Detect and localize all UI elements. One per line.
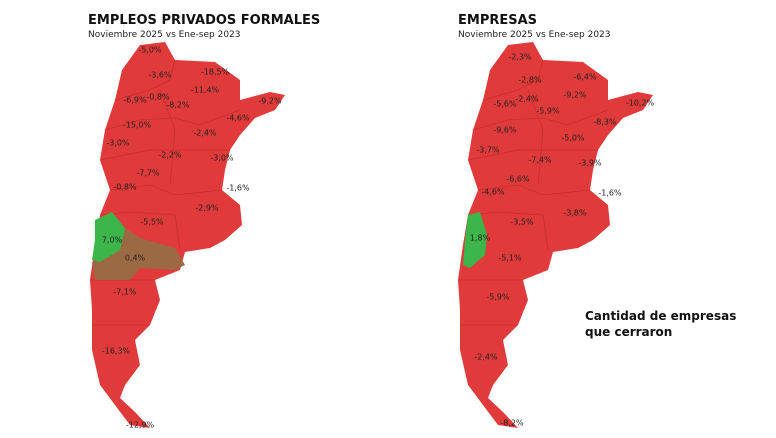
region-label: -4,6%: [226, 114, 250, 123]
region-label: -1,6%: [226, 184, 250, 193]
region-label: -3,6%: [148, 71, 172, 80]
region-label: -0,8%: [146, 93, 170, 102]
left-title: EMPLEOS PRIVADOS FORMALES: [88, 13, 320, 28]
region-label: -18,5%: [201, 68, 230, 77]
right-title: EMPRESAS: [458, 13, 537, 28]
note: que cerraron: [585, 325, 672, 339]
region-label: -2,3%: [508, 53, 532, 62]
region-label: -7,7%: [136, 169, 160, 178]
region-label: -1,6%: [598, 189, 622, 198]
region-label: -2,2%: [158, 151, 182, 160]
region-label: -3,0%: [106, 139, 130, 148]
region-label: -9,2%: [563, 91, 587, 100]
region-label: -5,0%: [561, 134, 585, 143]
region-label: -0,8%: [113, 183, 137, 192]
right-subtitle: Noviembre 2025 vs Ene-sep 2023: [458, 30, 611, 40]
region-label: -2,9%: [195, 204, 219, 213]
region-label: -16,3%: [102, 347, 131, 356]
region-label: -5,9%: [486, 293, 510, 302]
region-label: -8,3%: [593, 118, 617, 127]
region-label: -11,4%: [191, 86, 220, 95]
region-label: -8,2%: [500, 419, 524, 428]
region-label: -5,5%: [140, 218, 164, 227]
region-label: 0,4%: [125, 254, 146, 263]
region-label: -7,4%: [528, 156, 552, 165]
region-label: -7,1%: [113, 288, 137, 297]
region-label: -3,7%: [476, 146, 500, 155]
region-label: -2,8%: [518, 76, 542, 85]
region-label: -6,4%: [573, 73, 597, 82]
note: Cantidad de empresas: [585, 309, 736, 323]
left-map-shape: [89, 42, 285, 428]
region-label: -5,0%: [138, 46, 162, 55]
region-label: -6,6%: [506, 175, 530, 184]
region-label: -4,6%: [481, 188, 505, 197]
region-label: -15,0%: [123, 121, 152, 130]
left-subtitle: Noviembre 2025 vs Ene-sep 2023: [88, 30, 241, 40]
region-label: -2,4%: [515, 95, 539, 104]
right-map-shape: [457, 42, 653, 428]
region-label: -8,2%: [166, 101, 190, 110]
region-label: -9,6%: [493, 126, 517, 135]
region-label: -6,9%: [123, 96, 147, 105]
region-label: -3,9%: [578, 159, 602, 168]
region-label: 1,8%: [470, 234, 491, 243]
region-label: -3,5%: [510, 218, 534, 227]
region-label: -2,4%: [193, 129, 217, 138]
region-label: -12,9%: [126, 421, 155, 430]
region-label: -2,4%: [474, 353, 498, 362]
region-label: -3,8%: [563, 209, 587, 218]
region-label: -5,1%: [498, 254, 522, 263]
region-label: -5,9%: [536, 107, 560, 116]
region-label: 7,0%: [102, 236, 123, 245]
region-label: -5,6%: [493, 100, 517, 109]
region-label: -3,0%: [210, 154, 234, 163]
region-label: -9,2%: [258, 97, 282, 106]
region-label: -10,2%: [626, 99, 655, 108]
